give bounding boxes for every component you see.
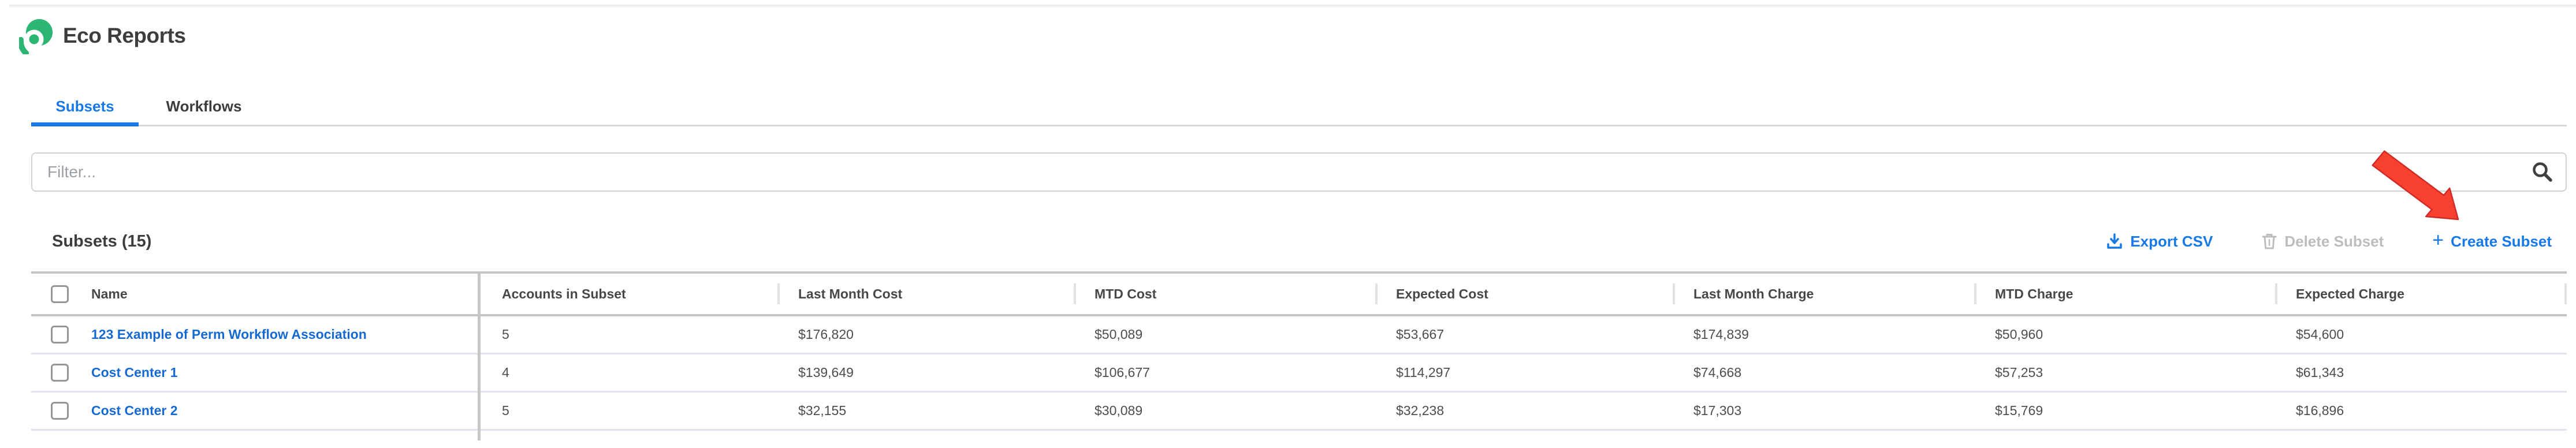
cell-last-month-charge: $174,839 [1693, 327, 1749, 342]
table-row: Cost Center 1 4 $139,649 $106,677 $114,2… [31, 354, 2567, 393]
select-all-checkbox[interactable] [51, 285, 69, 303]
row-name-cell: Cost Center 1 [31, 354, 481, 391]
cell-mtd-charge: $57,253 [1995, 365, 2043, 380]
column-header-last-month-charge: Last Month Charge [1673, 274, 1974, 314]
filter-input[interactable] [31, 152, 2567, 192]
cell-expected-cost: $32,238 [1396, 403, 1445, 418]
column-header-expected-charge: Expected Charge [2275, 274, 2567, 314]
download-icon [2107, 233, 2123, 249]
table-header-row: Name Accounts in Subset Last Month Cost … [31, 271, 2567, 316]
subsets-table: Name Accounts in Subset Last Month Cost … [31, 271, 2567, 440]
filter-bar [31, 152, 2567, 192]
subsets-count-heading: Subsets (15) [52, 232, 152, 251]
search-icon[interactable] [2531, 160, 2554, 184]
top-scroll-shadow [9, 5, 2576, 8]
plus-icon: + [2432, 229, 2444, 251]
header-cell-name: Name [31, 274, 481, 314]
row-checkbox[interactable] [51, 326, 69, 344]
row-name-cell: Cost Center 2 [31, 393, 481, 429]
table-row: 123 Example of Perm Workflow Association… [31, 316, 2567, 354]
subset-name-link[interactable]: Cost Center 1 [91, 365, 178, 380]
cell-expected-cost: $114,297 [1396, 365, 1451, 380]
delete-subset-button[interactable]: Delete Subset [2261, 233, 2384, 251]
tab-workflows[interactable]: Workflows [166, 98, 242, 115]
export-csv-button[interactable]: Export CSV [2106, 233, 2213, 251]
subset-name-link[interactable]: Cost Center 2 [91, 403, 178, 418]
create-subset-button[interactable]: + Create Subset [2432, 229, 2552, 251]
column-header-expected-cost: Expected Cost [1375, 274, 1673, 314]
row-checkbox[interactable] [51, 402, 69, 420]
active-tab-underline [31, 122, 139, 126]
action-buttons: Export CSV Delete Subset + Create Subset [2106, 226, 2552, 256]
tab-bar: Subsets Workflows [0, 87, 2576, 126]
actions-bar: Subsets (15) Export CSV Delete Subset [0, 226, 2576, 256]
cell-accounts: 5 [502, 403, 509, 418]
cell-last-month-cost: $139,649 [798, 365, 854, 380]
table-row: Cost Center 2 5 $32,155 $30,089 $32,238 … [31, 393, 2567, 431]
cell-mtd-charge: $50,960 [1995, 327, 2043, 342]
subset-name-link[interactable]: 123 Example of Perm Workflow Association [91, 327, 367, 342]
column-header-last-month-cost: Last Month Cost [777, 274, 1074, 314]
cell-mtd-cost: $106,677 [1095, 365, 1150, 380]
column-header-name: Name [91, 286, 128, 301]
row-name-cell: 123 Example of Perm Workflow Association [31, 316, 481, 353]
cell-expected-charge: $54,600 [2296, 327, 2344, 342]
column-header-mtd-charge: MTD Charge [1974, 274, 2275, 314]
cell-expected-charge: $61,343 [2296, 365, 2344, 380]
delete-subset-label: Delete Subset [2284, 232, 2384, 250]
cell-mtd-cost: $50,089 [1095, 327, 1143, 342]
page-title: Eco Reports [63, 24, 186, 47]
trash-icon [2262, 234, 2277, 249]
export-csv-label: Export CSV [2130, 232, 2213, 250]
column-header-mtd-cost: MTD Cost [1074, 274, 1375, 314]
column-header-accounts-in-subset: Accounts in Subset [502, 286, 626, 301]
name-column-divider [478, 271, 481, 440]
cell-accounts: 5 [502, 327, 509, 342]
cell-last-month-charge: $17,303 [1693, 403, 1742, 418]
cell-last-month-cost: $176,820 [798, 327, 854, 342]
cell-expected-charge: $16,896 [2296, 403, 2344, 418]
cell-expected-cost: $53,667 [1396, 327, 1445, 342]
tab-bar-rail [31, 125, 2567, 126]
cell-last-month-cost: $32,155 [798, 403, 847, 418]
cell-mtd-cost: $30,089 [1095, 403, 1143, 418]
create-subset-label: Create Subset [2451, 232, 2552, 250]
eco-logo-icon [19, 19, 53, 54]
tab-subsets[interactable]: Subsets [55, 98, 114, 115]
row-checkbox[interactable] [51, 364, 69, 382]
cell-mtd-charge: $15,769 [1995, 403, 2043, 418]
cell-last-month-charge: $74,668 [1693, 365, 1742, 380]
app-header: Eco Reports [19, 17, 186, 54]
cell-accounts: 4 [502, 365, 509, 380]
